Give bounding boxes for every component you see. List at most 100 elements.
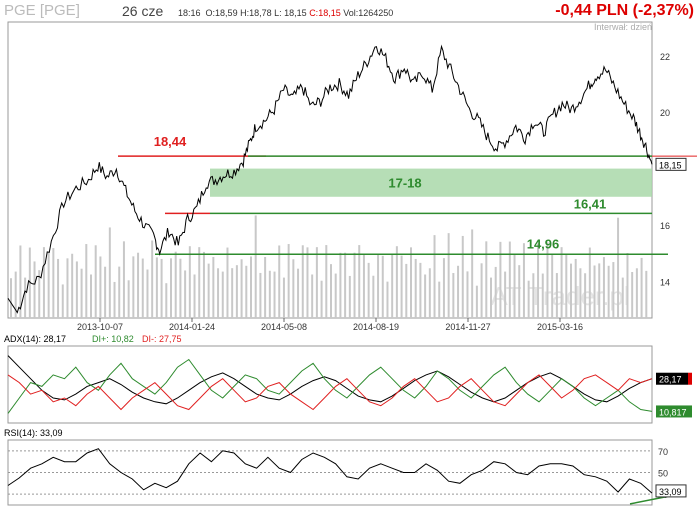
volume-bar: [71, 253, 74, 318]
adx-title: ADX(14): 28,17: [4, 334, 66, 344]
volume-bar: [457, 265, 460, 318]
volume-bar: [565, 254, 568, 318]
volume-bar: [626, 253, 629, 318]
volume-bar: [532, 273, 535, 318]
volume-bar: [607, 265, 610, 318]
volume-bar: [405, 263, 408, 318]
volume-bar: [400, 255, 403, 318]
di-plus-legend: DI+: 10,82: [92, 334, 134, 344]
volume-bar: [306, 247, 309, 318]
volume-bar: [259, 272, 262, 318]
x-tick-label: 2013-10-07: [77, 322, 123, 332]
volume-bar: [471, 229, 474, 318]
volume-bar: [424, 274, 427, 318]
volume-bar: [38, 270, 41, 318]
x-tick-label: 2015-03-16: [537, 322, 583, 332]
volume-bar: [80, 268, 83, 318]
volume-bar: [640, 257, 643, 318]
open-value: O:18,59: [205, 8, 238, 18]
volume-bar: [560, 247, 563, 318]
di-minus-series-line: [7, 374, 653, 411]
volume-bar: [546, 242, 549, 318]
last-price-box: [655, 157, 687, 171]
low-value: L: 18,15: [274, 8, 307, 18]
volume-bar: [508, 241, 511, 318]
volume-bar: [108, 227, 111, 318]
volume-bar: [57, 258, 60, 318]
volume-bar: [235, 265, 238, 318]
volume-bar: [170, 258, 172, 318]
volume-bar: [621, 277, 624, 318]
adx-series-line: [7, 355, 653, 405]
volume-bar: [94, 245, 97, 318]
volume-bar: [179, 258, 182, 318]
volume-bar: [273, 271, 276, 318]
x-tick-label: 2014-01-24: [169, 322, 215, 332]
volume-bar: [278, 245, 281, 318]
volume-bar: [635, 268, 638, 318]
volume-bar: [602, 257, 605, 318]
volume-bar: [339, 252, 342, 318]
volume-bar: [414, 258, 417, 318]
volume-bar: [66, 258, 69, 318]
volume-bar: [47, 251, 50, 318]
volume-bar: [160, 258, 163, 318]
volume-bar: [645, 270, 648, 318]
level-label-1641: 16,41: [574, 196, 607, 211]
volume-bar: [574, 258, 577, 318]
volume-bar: [442, 258, 445, 318]
volume-bar: [466, 271, 469, 318]
volume-bar: [593, 265, 596, 318]
level-label-1496: 14,96: [527, 236, 560, 251]
volume-bar: [391, 254, 394, 318]
volume-bar: [381, 255, 384, 318]
volume-bar: [438, 281, 441, 318]
adx-panel-frame: [7, 345, 653, 424]
volume-bar: [268, 270, 271, 318]
volume-bar: [419, 262, 422, 318]
volume-bar: [202, 251, 205, 318]
zone-label: 17-18: [388, 176, 421, 191]
di-plus-last-box: [656, 405, 692, 418]
time-value: 18:16: [178, 8, 201, 18]
volume-bar: [617, 217, 620, 318]
rsi-y-tick: 70: [658, 447, 668, 457]
price-y-tick: 16: [660, 221, 670, 231]
volume-bar: [231, 268, 234, 318]
volume-bar: [212, 256, 215, 318]
volume-bar: [348, 275, 351, 318]
x-tick-label: 2014-05-08: [261, 322, 307, 332]
rsi-series-line: [7, 448, 653, 494]
volume-bar: [287, 244, 290, 318]
volume-bar: [85, 244, 88, 318]
x-tick-label: 2014-08-19: [353, 322, 399, 332]
adx-last-label: 28,17: [659, 375, 682, 385]
volume-bar: [99, 256, 102, 318]
volume-bar: [52, 248, 55, 318]
volume-bar: [410, 247, 412, 318]
volume-bar: [612, 262, 615, 318]
volume-bar: [292, 259, 295, 318]
volume-bar: [320, 280, 323, 318]
volume-bar: [353, 252, 356, 318]
volume-bar: [10, 278, 12, 318]
volume-bar: [42, 247, 45, 318]
volume-bar: [226, 247, 229, 318]
volume-bar: [61, 284, 64, 318]
volume-bar: [127, 280, 130, 318]
volume-bar: [518, 265, 521, 318]
volume-bar: [428, 268, 431, 318]
rsi-title: RSI(14): 33,09: [4, 428, 63, 438]
volume-bar: [588, 247, 591, 318]
support-zone: [210, 168, 652, 197]
volume-bar: [504, 271, 507, 318]
volume-bar: [541, 273, 544, 318]
volume-bar: [344, 252, 347, 318]
volume-bar: [198, 247, 201, 318]
volume-bar: [433, 235, 436, 318]
di-minus-legend: DI-: 27,75: [142, 334, 182, 344]
volume-bar: [24, 277, 27, 318]
rsi-last-box: [655, 484, 687, 498]
adx-last-box-red: [688, 372, 692, 385]
